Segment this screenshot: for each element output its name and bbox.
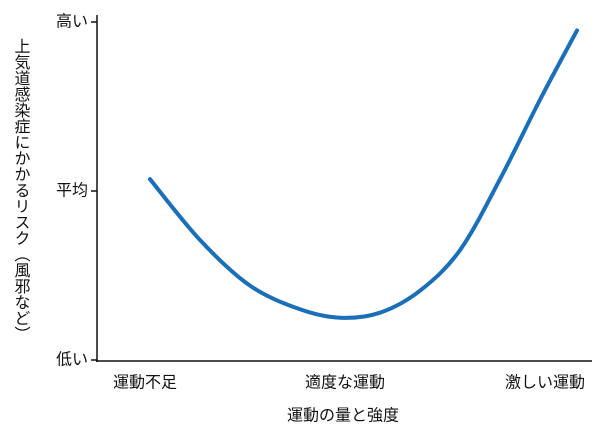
x-tick-label: 激しい運動	[505, 373, 585, 392]
x-tick-label: 運動不足	[113, 373, 177, 392]
line	[148, 28, 579, 320]
x-axis-title: 運動の量と強度	[287, 406, 399, 425]
y-axis-title: 上気道感染症にかかるリスク（風邪など）	[12, 38, 31, 342]
y-tick-label: 高い	[56, 12, 88, 31]
y-tick-label: 低い	[56, 350, 88, 369]
x-tick-label: 適度な運動	[305, 373, 385, 392]
y-tick-label: 平均	[56, 181, 88, 200]
